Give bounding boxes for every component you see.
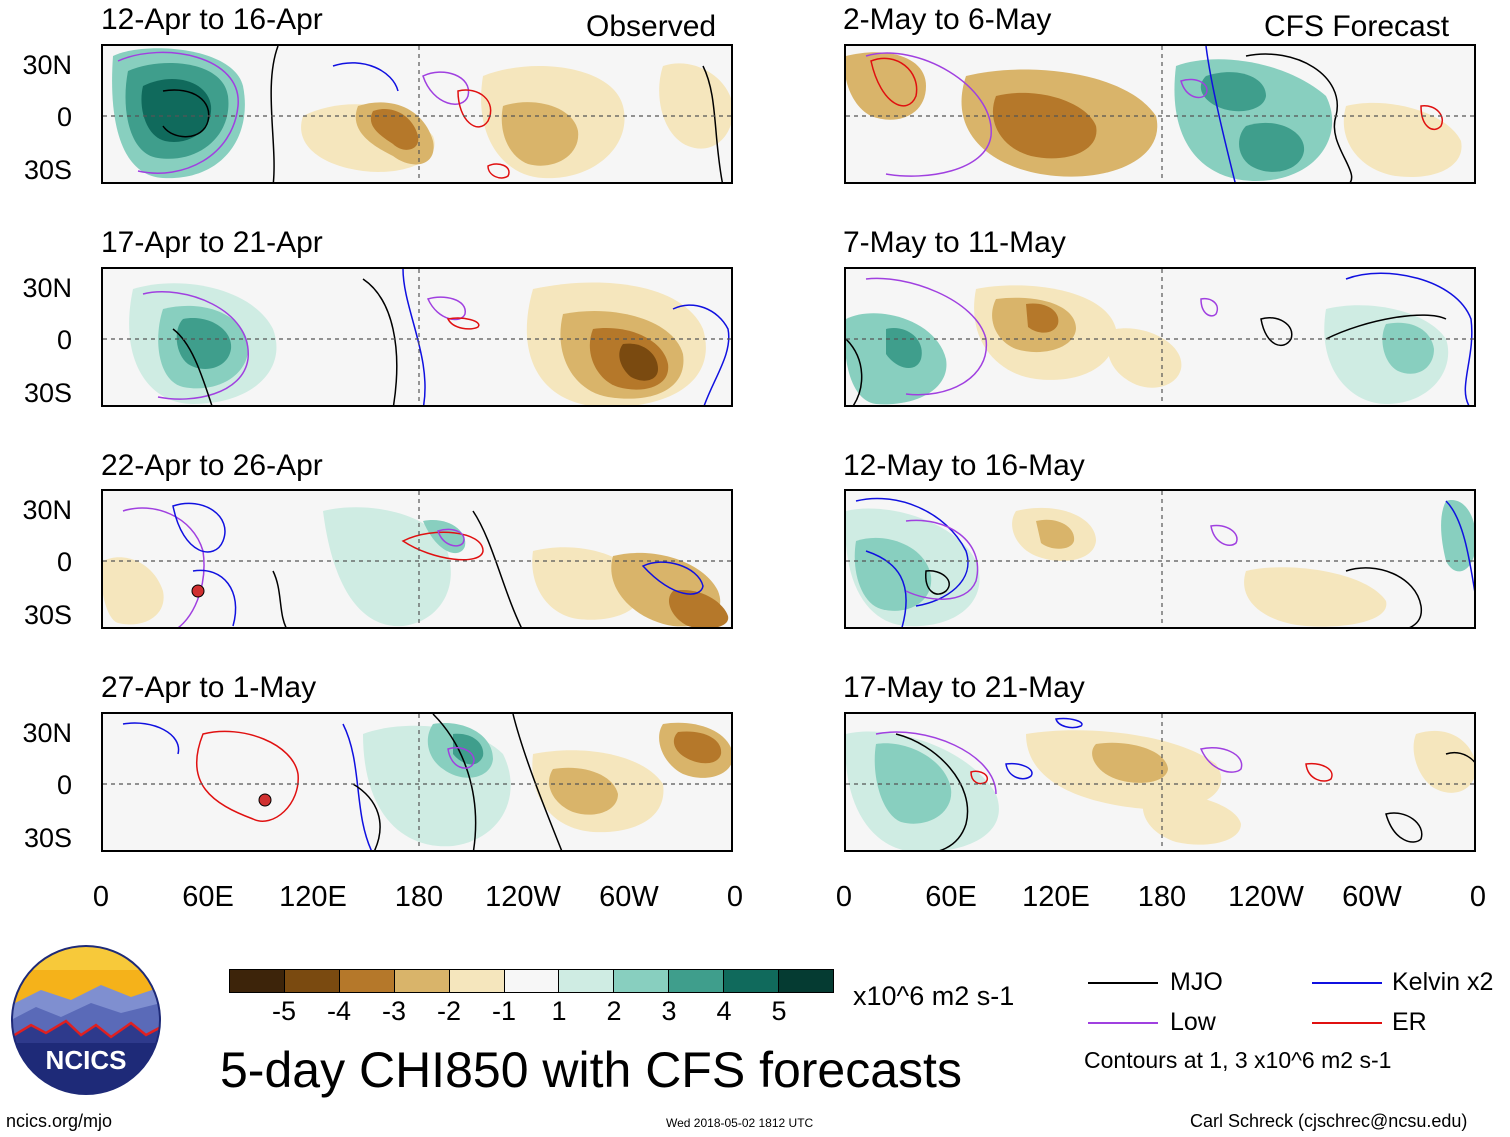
map-svg xyxy=(846,714,1474,850)
lon-label-120w: 120W xyxy=(485,881,561,913)
map-svg xyxy=(103,269,731,405)
map-svg xyxy=(103,714,731,850)
colorbar-tick: 5 xyxy=(771,996,787,1026)
map-panel-forecast-4 xyxy=(844,712,1476,852)
panel-title-observed-4: 27-Apr to 1-May xyxy=(101,671,317,704)
legend-label-kelvin: Kelvin x2 xyxy=(1392,968,1494,996)
colorbar-box xyxy=(339,970,395,992)
main-title: 5-day CHI850 with CFS forecasts xyxy=(220,1042,962,1098)
ncics-logo-icon xyxy=(11,945,161,1095)
colorbar-tick: -1 xyxy=(491,996,516,1026)
map-svg xyxy=(846,269,1474,405)
map-svg xyxy=(846,491,1474,627)
colorbar-tick: -5 xyxy=(271,996,296,1026)
colorbar-tick: -4 xyxy=(326,996,351,1026)
map-svg xyxy=(846,46,1474,182)
panel-title-observed-2: 17-Apr to 21-Apr xyxy=(101,226,323,259)
legend-label-mjo: MJO xyxy=(1170,968,1223,996)
lat-label-eq: 0 xyxy=(56,770,72,800)
lat-label-eq: 0 xyxy=(56,102,72,132)
legend-line-kelvin xyxy=(1312,982,1382,984)
lat-label-eq: 0 xyxy=(56,325,72,355)
panel-title-observed-1: 12-Apr to 16-Apr xyxy=(101,3,323,36)
colorbar-tick: 4 xyxy=(716,996,732,1026)
lat-label-30s: 30S xyxy=(23,600,72,630)
panel-title-forecast-3: 12-May to 16-May xyxy=(843,449,1085,482)
colorbar-box xyxy=(779,970,833,992)
panel-title-forecast-1: 2-May to 6-May xyxy=(843,3,1052,36)
colorbar-tick: -3 xyxy=(381,996,406,1026)
lon-label-60e: 60E xyxy=(182,881,234,913)
legend-note: Contours at 1, 3 x10^6 m2 s-1 xyxy=(1084,1047,1392,1073)
colorbar-tick: 1 xyxy=(551,996,567,1026)
lon-label-180: 180 xyxy=(394,881,444,913)
colorbar xyxy=(229,969,834,993)
lon-label-120e: 120E xyxy=(279,881,347,913)
map-panel-forecast-2 xyxy=(844,267,1476,407)
map-panel-observed-4 xyxy=(101,712,733,852)
colorbar-tick: -2 xyxy=(436,996,461,1026)
lat-label-30n: 30N xyxy=(22,273,72,303)
legend-line-er xyxy=(1312,1022,1382,1024)
colorbar-tick: 3 xyxy=(661,996,677,1026)
colorbar-box xyxy=(394,970,450,992)
map-panel-observed-2 xyxy=(101,267,733,407)
colorbar-box xyxy=(669,970,725,992)
lon-label-120e: 120E xyxy=(1022,881,1090,913)
lon-label-180: 180 xyxy=(1137,881,1187,913)
map-panel-forecast-3 xyxy=(844,489,1476,629)
colorbar-box xyxy=(504,970,560,992)
logo-text: NCICS xyxy=(45,1045,127,1075)
legend-line-low xyxy=(1088,1022,1158,1024)
map-panel-forecast-1 xyxy=(844,44,1476,184)
colorbar-box xyxy=(614,970,670,992)
footer-timestamp: Wed 2018-05-02 1812 UTC xyxy=(666,1116,814,1130)
legend-line-mjo xyxy=(1088,982,1158,984)
colorbar-box xyxy=(230,970,285,992)
lon-label-60w: 60W xyxy=(1342,881,1402,913)
map-svg xyxy=(103,491,731,627)
map-panel-observed-3 xyxy=(101,489,733,629)
panel-title-forecast-2: 7-May to 11-May xyxy=(843,226,1066,259)
colorbar-unit: x10^6 m2 s-1 xyxy=(853,981,1015,1011)
lat-label-30s: 30S xyxy=(23,155,72,185)
ncics-logo: NCICS xyxy=(11,945,161,1095)
lon-label-120w: 120W xyxy=(1228,881,1304,913)
footer-author: Carl Schreck (cjschrec@ncsu.edu) xyxy=(1190,1111,1468,1131)
panel-title-forecast-4: 17-May to 21-May xyxy=(843,671,1085,704)
lat-label-eq: 0 xyxy=(56,547,72,577)
lat-label-30n: 30N xyxy=(22,718,72,748)
lon-label-0-end: 0 xyxy=(726,881,744,913)
lat-label-30n: 30N xyxy=(22,50,72,80)
map-panel-observed-1 xyxy=(101,44,733,184)
legend-label-low: Low xyxy=(1170,1008,1216,1036)
panel-title-observed-3: 22-Apr to 26-Apr xyxy=(101,449,323,482)
lon-label-60e: 60E xyxy=(925,881,977,913)
lat-label-30s: 30S xyxy=(23,823,72,853)
forecast-label: CFS Forecast xyxy=(1264,10,1450,43)
colorbar-box xyxy=(449,970,505,992)
colorbar-box xyxy=(559,970,615,992)
colorbar-box xyxy=(724,970,780,992)
legend-label-er: ER xyxy=(1392,1008,1427,1036)
lon-label-0: 0 xyxy=(835,881,853,913)
footer-url[interactable]: ncics.org/mjo xyxy=(6,1111,113,1131)
lon-label-60w: 60W xyxy=(599,881,659,913)
observed-label: Observed xyxy=(586,10,717,43)
map-svg xyxy=(103,46,731,182)
lon-label-0-end: 0 xyxy=(1469,881,1487,913)
colorbar-box xyxy=(284,970,340,992)
lat-label-30s: 30S xyxy=(23,378,72,408)
colorbar-tick: 2 xyxy=(606,996,622,1026)
lat-label-30n: 30N xyxy=(22,495,72,525)
lon-label-0: 0 xyxy=(92,881,110,913)
